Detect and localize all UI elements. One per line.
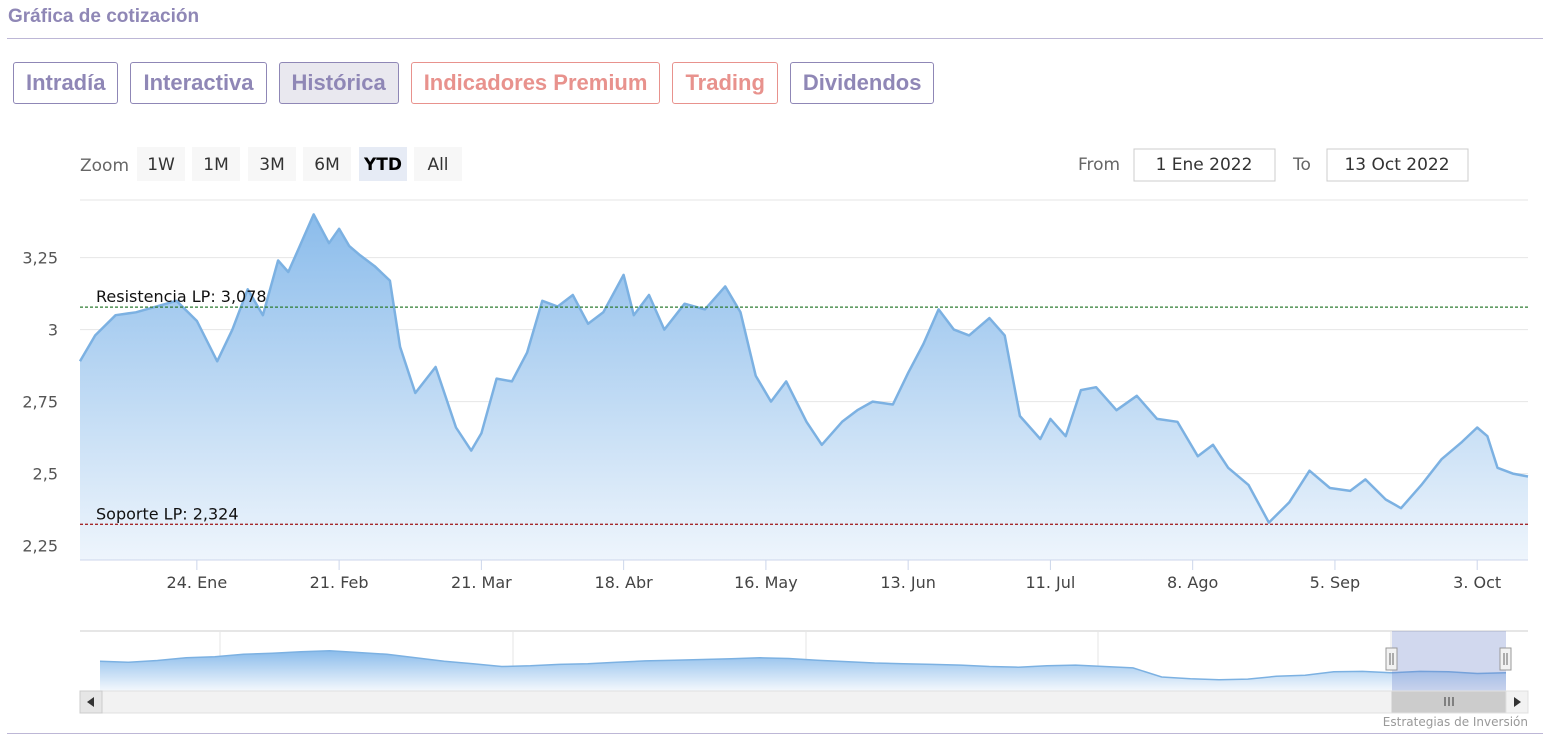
bottom-divider [7,733,1543,734]
zoom-button-label: 1M [203,155,228,175]
from-date-box[interactable] [1133,148,1276,182]
support-label: Soporte LP: 2,324 [96,504,239,523]
grip-icon [1444,697,1454,706]
to-date-box[interactable] [1326,148,1469,182]
zoom-button-1m[interactable]: 1M [192,147,240,181]
zoom-button-label: 1W [147,155,175,175]
chart-credits[interactable]: Estrategias de Inversión [1383,715,1528,729]
zoom-button-all[interactable]: All [414,147,462,181]
x-tick-label: 18. Abr [595,573,654,592]
price-line [78,213,1529,524]
x-tick-label: 8. Ago [1167,573,1218,592]
x-tick-label: 21. Feb [310,573,369,592]
x-tick-label: 11. Jul [1025,573,1075,592]
y-tick-label: 2,25 [22,537,58,556]
x-tick-label: 3. Oct [1453,573,1501,592]
tab-trading[interactable]: Trading [672,62,778,104]
zoom-button-label: YTD [363,155,402,175]
zoom-buttons: 1W 1M 3M 6M YTD All [137,147,462,181]
to-label: To [1292,155,1311,175]
navigator-handle-right[interactable] [1499,647,1512,671]
section-title: Gráfica de cotización [8,6,200,27]
chart-tabs: Intradía Interactiva Histórica Indicadores … [13,62,935,104]
y-tick-label: 2,75 [22,393,58,412]
tab-histórica[interactable]: Histórica [278,62,399,104]
to-date-input[interactable]: 13 Oct 2022 [1344,155,1449,175]
x-tick-label: 16. May [734,573,798,592]
zoom-button-label: 6M [314,155,339,175]
zoom-button-label: 3M [259,155,284,175]
x-tick-label: 24. Ene [167,573,228,592]
tab-intradía[interactable]: Intradía [13,62,119,104]
y-axis-labels: 2,25 2,5 2,75 3 3,25 [22,249,58,556]
from-label: From [1078,155,1120,175]
tab-dividendos[interactable]: Dividendos [789,62,935,104]
zoom-button-ytd[interactable]: YTD [359,147,407,181]
tab-interactiva[interactable]: Interactiva [130,62,267,104]
navigator-line [99,650,1507,681]
y-tick-label: 2,5 [33,465,58,484]
from-date-input[interactable]: 1 Ene 2022 [1156,155,1253,175]
chart-svg: Zoom 1W 1M 3M 6M YTD All From 1 Ene 2022 To 1… [22,147,1529,729]
zoom-button-1w[interactable]: 1W [137,147,185,181]
x-tick-label: 13. Jun [880,573,936,592]
price-area [80,214,1528,560]
zoom-label: Zoom [80,156,129,176]
arrow-left-icon [87,697,94,707]
y-tick-label: 3 [48,321,58,340]
zoom-button-label: All [427,155,448,175]
zoom-button-3m[interactable]: 3M [248,147,296,181]
x-axis-ticks: 24. Ene 21. Feb 21. Mar 18. Abr 16. May 13. J… [167,560,1501,592]
x-tick-label: 21. Mar [451,573,512,592]
title-divider [7,38,1543,39]
arrow-right-icon [1514,697,1521,707]
zoom-button-6m[interactable]: 6M [303,147,351,181]
navigator-handle-left[interactable] [1385,647,1398,671]
y-tick-label: 3,25 [22,249,58,268]
tab-indicadores-premium[interactable]: Indicadores Premium [410,62,661,104]
resistance-label: Resistencia LP: 3,078 [96,287,267,306]
scrollbar-track[interactable] [79,690,1529,714]
navigator-area [100,650,1506,691]
x-tick-label: 5. Sep [1310,573,1361,592]
stock-chart: Zoom 1W 1M 3M 6M YTD All From 1 Ene 2022 To 1… [0,130,1556,740]
navigator-selection[interactable] [1392,631,1506,691]
